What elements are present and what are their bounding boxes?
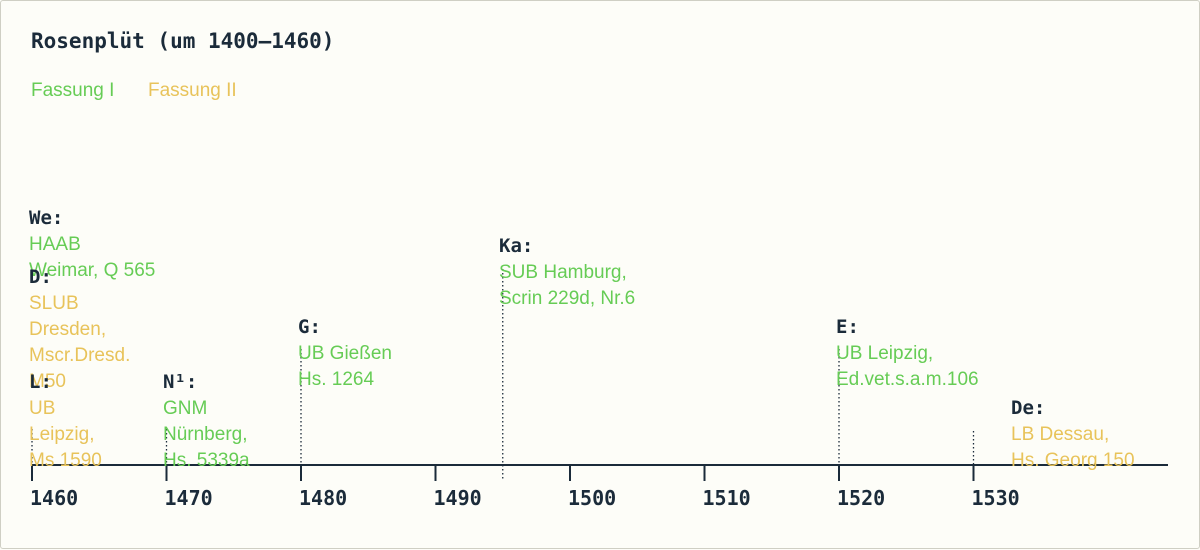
tick-label: 1480 xyxy=(299,486,347,510)
tick-label: 1460 xyxy=(30,486,78,510)
event-siglum: We: xyxy=(29,207,64,229)
event-label-n1: N¹: GNM Nürnberg, Hs. 5339a xyxy=(163,343,250,474)
tick-label: 1520 xyxy=(837,486,885,510)
event-text: SUB Hamburg, Scrin 229d, Nr.6 xyxy=(499,262,636,309)
legend-fassung-1: Fassung I xyxy=(31,80,115,101)
event-label-g: G: UB Gießen Hs. 1264 xyxy=(298,288,392,393)
event-siglum: G: xyxy=(298,316,321,338)
event-label-d: D: SLUB Dresden, Mscr.Dresd. M50 xyxy=(29,238,130,395)
chart-title: Rosenplüt (um 1400–1460) xyxy=(31,29,335,53)
event-text: HAAB Weimar, Q 565 xyxy=(29,234,156,281)
event-text: SLUB Dresden, Mscr.Dresd. M50 xyxy=(29,293,131,392)
event-siglum: E: xyxy=(836,316,859,338)
event-label-l: L: UB Leipzig, Ms 1590 xyxy=(29,343,102,474)
event-label-we: We: HAAB Weimar, Q 565 xyxy=(29,179,155,284)
tick-label: 1500 xyxy=(568,486,616,510)
event-text: UB Leipzig, Ms 1590 xyxy=(29,398,102,471)
event-label-de: De: LB Dessau, Hs. Georg 150 xyxy=(1011,369,1135,474)
event-siglum: N¹: xyxy=(163,371,198,393)
tick-label: 1530 xyxy=(972,486,1020,510)
event-label-e: E: UB Leipzig, Ed.vet.s.a.m.106 xyxy=(836,288,979,393)
event-siglum: De: xyxy=(1011,397,1046,419)
event-siglum: Ka: xyxy=(499,235,534,257)
tick-label: 1510 xyxy=(703,486,751,510)
event-text: UB Leipzig, Ed.vet.s.a.m.106 xyxy=(836,343,979,390)
event-text: UB Gießen Hs. 1264 xyxy=(298,343,392,390)
event-siglum: L: xyxy=(29,371,52,393)
event-label-ka: Ka: SUB Hamburg, Scrin 229d, Nr.6 xyxy=(499,207,635,312)
legend-fassung-2: Fassung II xyxy=(148,80,237,101)
event-text: GNM Nürnberg, Hs. 5339a xyxy=(163,398,250,471)
event-text: LB Dessau, Hs. Georg 150 xyxy=(1011,424,1135,471)
tick-label: 1470 xyxy=(165,486,213,510)
event-siglum: D: xyxy=(29,266,52,288)
tick-label: 1490 xyxy=(434,486,482,510)
